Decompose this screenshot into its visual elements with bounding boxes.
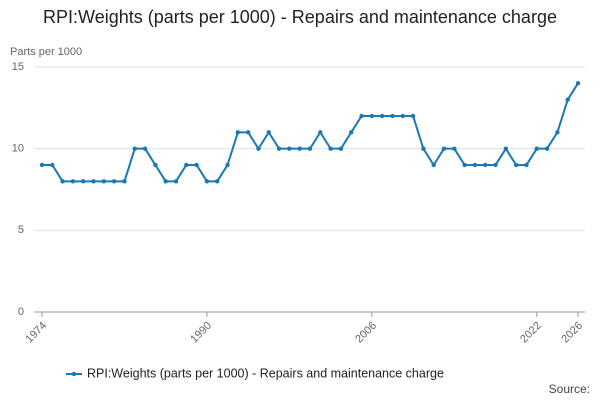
point [462,162,467,168]
point [349,130,354,135]
point [266,130,271,135]
point [60,179,65,184]
x-tick-label: 2026 [559,320,585,346]
point [215,179,220,184]
point [256,146,261,151]
point [534,146,539,151]
y-axis-label: Parts per 1000 [10,46,82,58]
point [400,113,405,119]
point [276,146,282,151]
point [163,179,168,184]
point [544,146,550,151]
point [338,146,344,151]
point [184,162,189,168]
point [503,146,509,151]
point [441,146,447,151]
point [328,146,333,151]
point [359,113,364,119]
point [245,130,251,135]
point [111,179,117,184]
point [39,162,45,168]
point [472,162,478,168]
point [524,162,529,168]
point [555,130,560,135]
point [81,179,86,184]
y-tick-label: 10 [12,143,24,155]
point [70,179,76,184]
point [101,179,107,184]
x-tick-label: 2022 [518,320,544,346]
point [452,146,457,151]
point [173,179,179,184]
point [235,130,241,135]
point [225,162,230,168]
x-tick-label: 1974 [23,320,49,346]
legend-label: RPI:Weights (parts per 1000) - Repairs a… [87,366,444,380]
point [132,146,137,151]
point [421,146,426,151]
point [91,179,96,184]
point [194,162,199,168]
chart-title: RPI:Weights (parts per 1000) - Repairs a… [43,7,557,27]
point [369,113,375,119]
point [513,162,519,168]
point [307,146,313,151]
point [204,179,210,184]
y-tick-label: 15 [12,61,24,73]
point [493,162,498,168]
point [287,146,292,151]
x-tick-label: 1990 [188,320,214,346]
point [575,81,581,86]
point [379,113,385,119]
legend-marker [71,371,77,377]
point [122,179,127,184]
line [42,82,579,183]
point [565,97,570,102]
point [318,130,323,135]
point [390,113,395,119]
y-tick-label: 0 [18,306,24,318]
point [483,162,488,168]
source: Source: [549,382,590,396]
y-tick-label: 5 [18,224,24,236]
point [153,162,158,168]
x-tick-label: 2006 [353,320,379,346]
point [142,146,148,151]
point [410,113,416,119]
point [50,162,55,168]
point [297,146,302,151]
point [431,162,436,168]
